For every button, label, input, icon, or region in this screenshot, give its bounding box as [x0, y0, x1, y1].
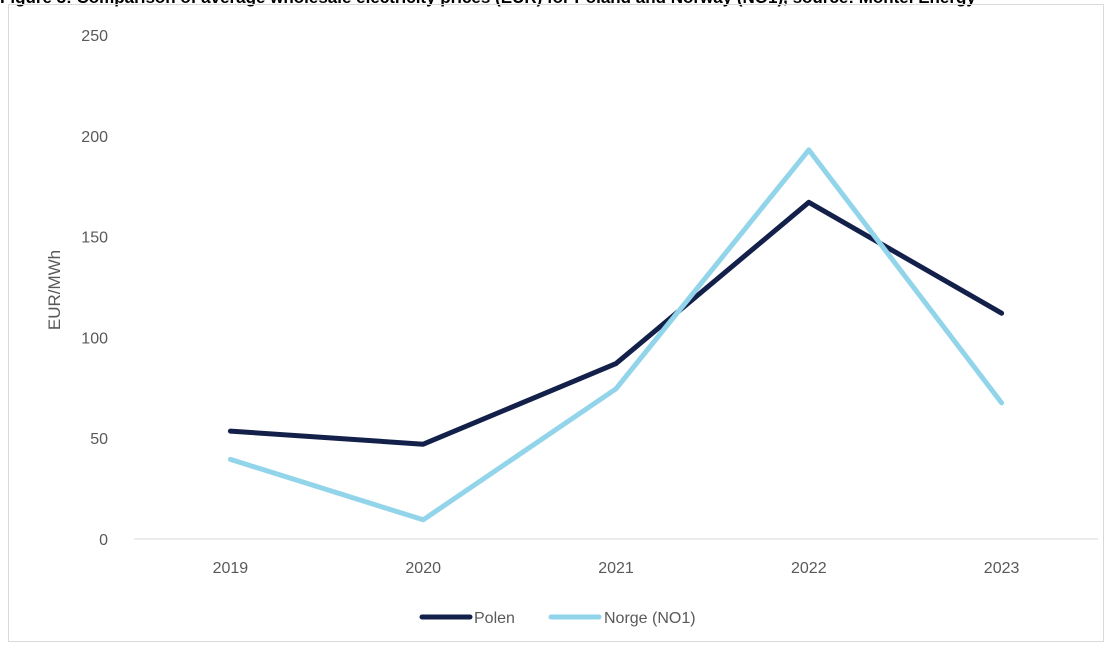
y-axis-label: EUR/MWh	[45, 250, 64, 330]
x-axis: 2019 2020 2021 2022 2023	[134, 538, 1098, 577]
y-axis: 0 50 100 150 200 250	[81, 28, 108, 549]
x-tick-label: 2020	[405, 560, 441, 577]
y-tick-label: 200	[81, 129, 108, 146]
y-tick-label: 250	[81, 28, 108, 45]
series-line-norge-no1	[227, 147, 1005, 523]
chart-title: Figure 3: Comparison of average wholesal…	[0, 0, 1113, 8]
y-tick-label: 100	[81, 330, 108, 347]
x-tick-label: 2023	[984, 560, 1020, 577]
y-tick-label: 0	[99, 532, 108, 549]
chart-frame	[8, 4, 1104, 642]
series-line-polen	[227, 199, 1005, 447]
legend-label: Polen	[474, 610, 515, 627]
x-tick-label: 2019	[213, 560, 249, 577]
series-group	[227, 147, 1005, 523]
legend-label: Norge (NO1)	[604, 610, 696, 627]
y-tick-label: 150	[81, 230, 108, 247]
legend: Polen Norge (NO1)	[419, 610, 696, 627]
x-tick-label: 2021	[598, 560, 634, 577]
y-tick-label: 50	[90, 431, 108, 448]
x-tick-label: 2022	[791, 560, 827, 577]
